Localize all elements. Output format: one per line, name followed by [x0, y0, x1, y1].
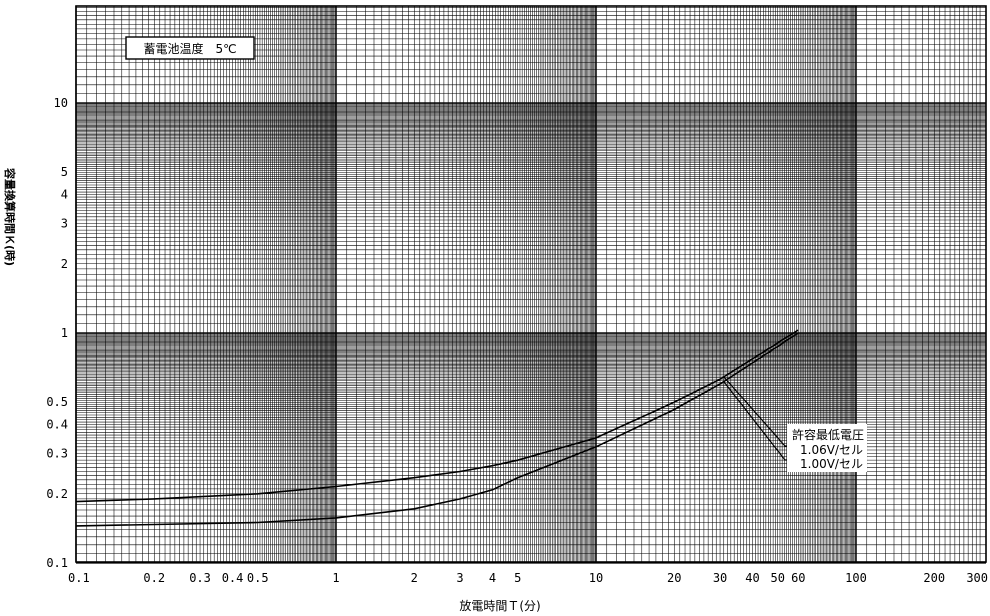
y-tick-label: 0.4 [46, 418, 68, 432]
y-tick-label: 1 [61, 326, 68, 340]
x-tick-label: 3 [456, 571, 463, 585]
x-tick-label: 200 [923, 571, 945, 585]
y-tick-labels: 0.1 0.2 0.3 0.4 0.5 1 2 3 4 5 10 [46, 96, 68, 570]
x-tick-label: 0.5 [247, 571, 269, 585]
temperature-box: 蓄電池温度 5℃ [125, 36, 255, 60]
chart-title: 蓄電池温度 5℃ [143, 41, 236, 56]
y-tick-label: 10 [54, 96, 68, 110]
y-tick-label: 0.2 [46, 487, 68, 501]
x-tick-label: 0.4 [222, 571, 244, 585]
legend: 許容最低電圧 1.06V/セル 1.00V/セル [787, 424, 867, 472]
x-tick-label: 0.3 [189, 571, 211, 585]
x-tick-label: 300 [966, 571, 988, 585]
y-tick-label: 3 [61, 216, 68, 230]
x-axis-title: 放電時間Ｔ(分) [459, 598, 540, 613]
x-tick-label: 20 [667, 571, 681, 585]
y-tick-label: 2 [61, 257, 68, 271]
x-tick-label: 0.2 [143, 571, 165, 585]
x-tick-label: 1 [332, 571, 339, 585]
y-tick-label: 4 [61, 188, 68, 202]
x-tick-label: 0.1 [68, 571, 90, 585]
series-line-1-06v [75, 329, 799, 503]
legend-leader-line [723, 381, 797, 461]
x-tick-labels: 0.1 0.2 0.3 0.4 0.5 1 2 3 4 5 10 20 30 40 50 60 100 200 30… [68, 571, 988, 585]
legend-entry-1-00v: 1.00V/セル [800, 457, 863, 471]
y-tick-label: 0.5 [46, 395, 68, 409]
x-tick-label: 100 [845, 571, 867, 585]
x-tick-label: 2 [411, 571, 418, 585]
grid [75, 6, 986, 564]
x-tick-label: 4 [489, 571, 496, 585]
x-tick-label: 30 [713, 571, 727, 585]
y-axis-title-text: 容量換算時間Ｋ(時) [3, 167, 17, 266]
series-line-1-00v [75, 332, 799, 527]
x-tick-label: 50 [771, 571, 785, 585]
y-axis-title: 容量換算時間Ｋ(時) [3, 167, 17, 266]
temperature-box-frame [125, 36, 255, 60]
x-tick-label: 60 [791, 571, 805, 585]
y-tick-label: 0.1 [46, 556, 68, 570]
x-tick-label: 10 [589, 571, 603, 585]
legend-entry-1-06v: 1.06V/セル [800, 443, 863, 457]
legend-title: 許容最低電圧 [792, 427, 864, 442]
legend-background [787, 424, 867, 472]
y-tick-label: 0.3 [46, 446, 68, 460]
y-tick-label: 5 [61, 165, 68, 179]
x-tick-label: 5 [514, 571, 521, 585]
x-tick-label: 40 [745, 571, 759, 585]
plot-frame [75, 5, 987, 563]
